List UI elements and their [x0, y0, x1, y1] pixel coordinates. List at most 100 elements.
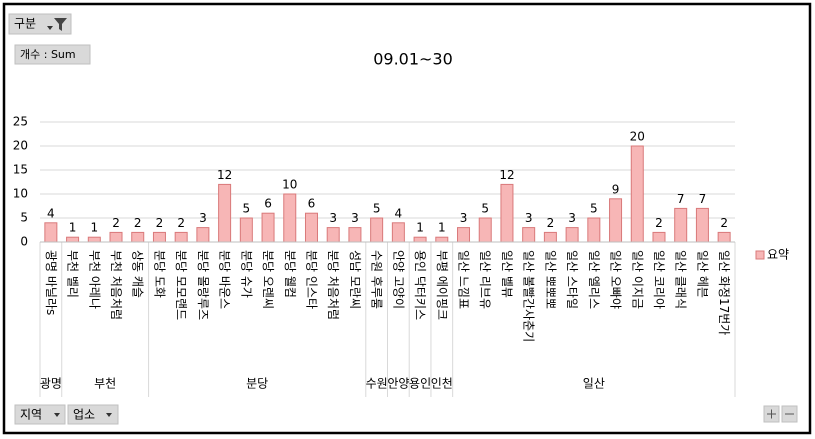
x-tick-label: 부천 처음처럼 [109, 250, 124, 320]
bar [717, 231, 731, 243]
x-tick-label: 일산 코리아 [652, 250, 666, 309]
x-tick-label: 분당 처음처럼 [326, 250, 340, 320]
data-label: 1 [90, 221, 98, 235]
data-label: 1 [438, 221, 446, 235]
field-button[interactable] [67, 404, 119, 425]
x-tick-label: 성남 모란씨 [348, 250, 362, 309]
bar [239, 217, 253, 243]
y-tick-label: 5 [20, 211, 28, 225]
group-label: 안양 [387, 377, 409, 391]
data-label: 2 [720, 216, 728, 230]
measure-button[interactable] [14, 44, 91, 65]
measure-label: 개수 : Sum [20, 48, 76, 61]
bar [478, 217, 492, 243]
data-label: 5 [243, 202, 251, 216]
data-label: 5 [590, 202, 598, 216]
bar [370, 217, 384, 243]
bar [261, 212, 275, 243]
field-label: 지역 [20, 408, 42, 422]
bar [457, 227, 471, 243]
group-label: 분당 [246, 377, 268, 391]
x-tick-label: 분당 슈가 [239, 250, 253, 298]
x-tick-label: 상동 캐슬 [131, 250, 145, 298]
bar [196, 227, 210, 243]
x-tick-label: 일산 볼빨간사춘기 [522, 250, 536, 342]
bar [413, 236, 427, 243]
bar [652, 231, 666, 243]
group-label: 광명 [40, 377, 62, 391]
bar [543, 231, 557, 243]
x-tick-label: 분당 인스타 [304, 250, 318, 309]
bar [283, 193, 297, 243]
data-label: 6 [308, 197, 316, 211]
bar [674, 207, 688, 243]
x-tick-label: 일산 클래식 [674, 250, 688, 309]
dropdown-arrow [47, 26, 53, 30]
x-tick-label: 수원 후루룸 [370, 250, 384, 309]
legend-label: 요약 [767, 247, 789, 262]
bar [609, 198, 623, 243]
data-label: 7 [699, 192, 707, 206]
bar [152, 231, 166, 243]
group-label: 인천 [431, 376, 453, 391]
data-label: 3 [199, 211, 207, 225]
field-label: 업소 [73, 408, 95, 422]
filter-icon [54, 18, 67, 31]
y-tick-label: 20 [13, 139, 28, 153]
y-tick-label: 0 [20, 235, 28, 249]
x-tick-label: 분당 모모랜드 [174, 250, 188, 320]
x-tick-label: 분당 바운스 [218, 250, 232, 309]
bar [131, 231, 145, 243]
x-tick-label: 일산 오빠야 [609, 250, 623, 309]
dropdown-arrow [54, 413, 60, 417]
bar [348, 227, 362, 243]
x-tick-label: 일산 뽀뽀뽀 [543, 250, 557, 309]
chart-title: 09.01~30 [373, 50, 453, 69]
bar [174, 231, 188, 243]
x-tick-label: 일산 벨뷰 [500, 250, 514, 298]
data-label: 2 [177, 216, 185, 230]
bar [326, 227, 340, 243]
data-label: 3 [460, 211, 468, 225]
field-button[interactable] [14, 404, 66, 425]
x-tick-label: 일산 느낌표 [457, 250, 471, 309]
data-label: 4 [47, 206, 55, 220]
x-tick-label: 분당 오렌씨 [261, 250, 275, 309]
x-tick-label: 광명 바닐라s [44, 250, 58, 315]
x-tick-label: 일산 리브유 [478, 250, 492, 309]
x-tick-label: 안양 고양이 [391, 250, 405, 309]
x-tick-label: 부평 에이핑크 [435, 250, 449, 320]
data-label: 3 [525, 211, 533, 225]
bar [435, 236, 449, 243]
y-tick-label: 15 [13, 163, 28, 177]
data-label: 2 [655, 216, 663, 230]
data-label: 5 [481, 202, 489, 216]
legend-swatch [755, 250, 765, 260]
bar [87, 236, 101, 243]
group-label: 일산 [583, 377, 605, 391]
x-tick-label: 일산 화정17번가 [717, 250, 731, 335]
x-tick-label: 분당 도화 [152, 250, 166, 298]
bar [630, 145, 644, 243]
x-tick-label: 분당 웰컴 [283, 250, 297, 298]
data-label: 2 [112, 216, 120, 230]
group-label: 부천 [94, 376, 116, 391]
data-label: 10 [282, 178, 297, 192]
data-label: 12 [499, 168, 514, 182]
bar [304, 212, 318, 243]
data-label: 3 [351, 211, 359, 225]
x-tick-label: 일산 이지금 [630, 250, 644, 309]
data-label: 6 [264, 197, 272, 211]
filter-label: 구분 [14, 17, 36, 31]
data-label: 2 [547, 216, 555, 230]
bar [695, 207, 709, 243]
bar [218, 183, 232, 243]
bar [500, 183, 514, 243]
x-tick-label: 일산 엘리스 [587, 250, 601, 309]
x-tick-label: 부천 벨리 [66, 250, 81, 298]
group-label: 용인 [409, 377, 431, 391]
data-label: 3 [568, 211, 576, 225]
x-tick-label: 부천 아레나 [87, 250, 102, 309]
y-tick-label: 10 [13, 187, 28, 201]
data-label: 1 [416, 221, 424, 235]
